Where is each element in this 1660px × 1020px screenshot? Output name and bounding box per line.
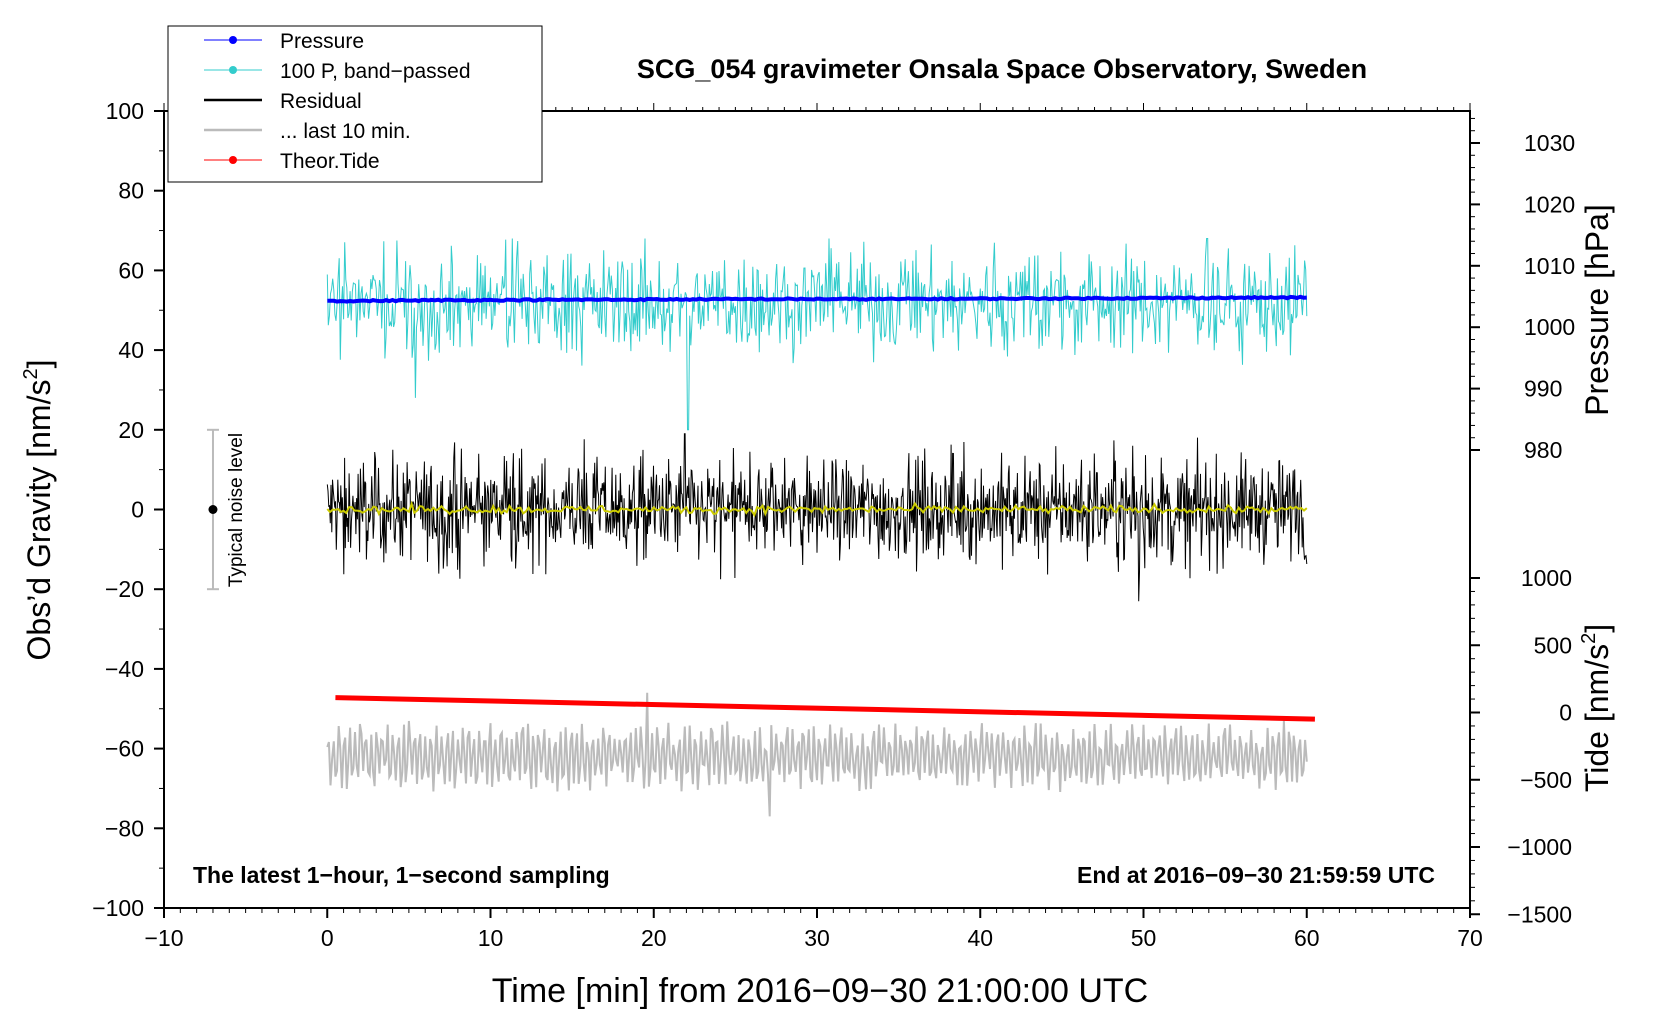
y-tick-label: −80: [105, 815, 144, 841]
tide-tick-label: 0: [1559, 700, 1572, 726]
x-tick-label: 0: [321, 925, 334, 951]
x-tick-label: 60: [1294, 925, 1320, 951]
chart-traces: [326, 238, 1315, 817]
pressure-tick-label: 990: [1524, 376, 1562, 402]
pressure-tick-label: 1030: [1524, 130, 1575, 156]
legend-swatch-marker: [229, 66, 237, 74]
noise-bar-center-dot: [208, 505, 218, 514]
legend-label-last-10-min: ... last 10 min.: [280, 120, 411, 143]
tide-axis-label-main: Tide [nm/s: [1579, 644, 1615, 792]
tide-tick-label: 500: [1534, 632, 1572, 658]
tide-tick-label: −1000: [1507, 834, 1572, 860]
y-tick-label: −40: [105, 656, 144, 682]
pressure-tick-label: 1020: [1524, 191, 1575, 217]
y-tick-label: 80: [118, 178, 144, 204]
y-tick-label: −100: [92, 895, 144, 921]
tide-tick-label: 1000: [1521, 565, 1572, 591]
residual-series: [326, 433, 1308, 602]
legend-label-bandpassed: 100 P, band−passed: [280, 60, 471, 83]
legend: Pressure 100 P, band−passed Residual ...…: [167, 25, 543, 183]
noise-level-label: Typical noise level: [226, 433, 247, 587]
tide-axis-label-sup: 2: [1578, 633, 1600, 644]
tide-tick-label: −500: [1520, 767, 1572, 793]
x-tick-label: 30: [804, 925, 830, 951]
residual-smoothed-series: [326, 500, 1308, 518]
x-tick-label: 70: [1457, 925, 1483, 951]
legend-swatch-marker: [229, 156, 237, 164]
legend-label-residual: Residual: [280, 90, 362, 113]
axis-ticks: [154, 103, 1480, 918]
legend-box: [167, 25, 543, 183]
pressure-series: [327, 294, 1307, 304]
theoretical-tide-series: [335, 695, 1315, 722]
tide-axis-label: Tide [nm/s2]: [1578, 624, 1615, 792]
last-10-min-series: [326, 692, 1308, 817]
x-tick-label: 50: [1131, 925, 1157, 951]
pressure-tick-label: 980: [1524, 437, 1562, 463]
x-tick-label: 40: [967, 925, 993, 951]
x-axis-label: Time [min] from 2016−09−30 21:00:00 UTC: [492, 972, 1148, 1010]
legend-label-theor-tide: Theor.Tide: [280, 150, 380, 173]
y-axis-label: Obs’d Gravity [nm/s2]: [20, 360, 57, 661]
legend-swatch-marker: [229, 36, 237, 44]
legend-label-pressure: Pressure: [280, 30, 364, 53]
y-axis-label-sup: 2: [20, 368, 42, 379]
axis-tick-labels: −10 0 10 20 30 40 50 60 70100806040200−20−40−60−…: [92, 98, 1575, 951]
annotation-sampling: The latest 1−hour, 1−second sampling: [193, 862, 610, 888]
y-tick-label: −20: [105, 576, 144, 602]
tide-tick-label: −1500: [1507, 901, 1572, 927]
y-tick-label: 20: [118, 417, 144, 443]
pressure-axis-label: Pressure [hPa]: [1579, 204, 1615, 416]
y-tick-label: 60: [118, 257, 144, 283]
noise-level-bar: [206, 428, 219, 591]
pressure-tick-label: 1010: [1524, 253, 1575, 279]
y-axis-label-end: ]: [21, 360, 57, 369]
pressure-tick-label: 1000: [1524, 314, 1575, 340]
bandpassed-pressure-series: [326, 238, 1308, 431]
tide-axis-label-end: ]: [1579, 624, 1615, 633]
y-tick-label: 40: [118, 337, 144, 363]
y-tick-label: 0: [131, 497, 144, 523]
x-tick-label: −10: [144, 925, 183, 951]
chart-title: SCG_054 gravimeter Onsala Space Observat…: [637, 54, 1367, 84]
annotation-end-time: End at 2016−09−30 21:59:59 UTC: [1077, 862, 1435, 888]
y-tick-label: 100: [106, 98, 144, 124]
y-tick-label: −60: [105, 736, 144, 762]
y-axis-label-main: Obs’d Gravity [nm/s: [21, 380, 57, 661]
x-tick-label: 10: [478, 925, 504, 951]
x-tick-label: 20: [641, 925, 667, 951]
